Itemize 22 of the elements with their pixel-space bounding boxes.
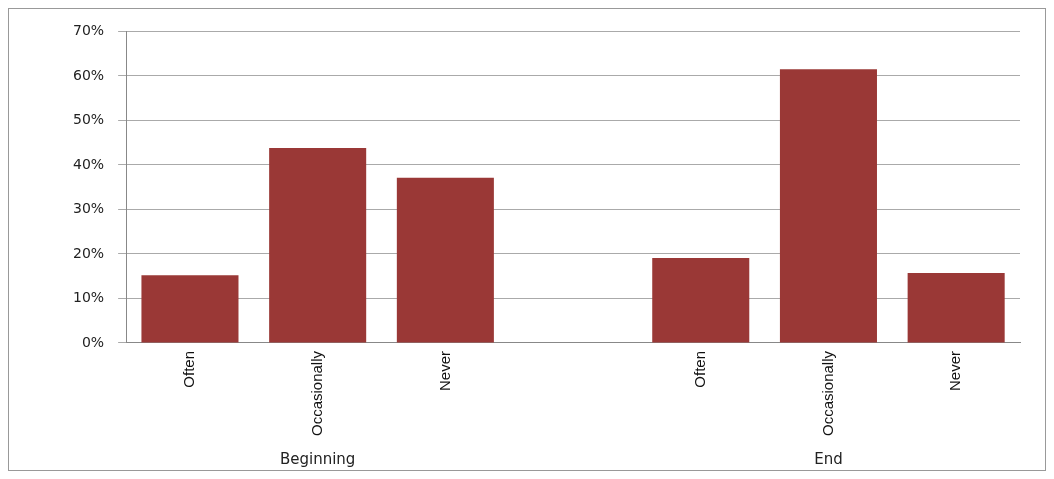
text: Beginning <box>279 450 356 469</box>
y-tick-label: 30% <box>72 200 105 217</box>
x-tick-label: Never <box>946 350 964 391</box>
x-tick-label: Often <box>690 350 708 388</box>
y-tick-label: 10% <box>72 289 105 306</box>
y-tick-label: 50% <box>72 111 105 128</box>
y-tick-label: 70% <box>72 22 105 39</box>
bar <box>269 148 367 343</box>
y-tick-label: 40% <box>72 155 105 172</box>
x-tick-label: Occasionally <box>818 350 836 437</box>
y-tick-label: 20% <box>72 244 105 261</box>
y-tick-label: 60% <box>72 66 105 83</box>
x-tick-label: Never <box>435 350 453 391</box>
bar <box>141 275 239 343</box>
text: End <box>814 450 843 469</box>
x-tick-label: Occasionally <box>307 350 325 437</box>
bar <box>396 177 494 343</box>
y-tick-label: 0% <box>81 333 105 350</box>
bar <box>779 69 877 343</box>
bar <box>907 273 1005 343</box>
bar <box>652 257 750 343</box>
x-tick-label: Often <box>180 350 198 388</box>
